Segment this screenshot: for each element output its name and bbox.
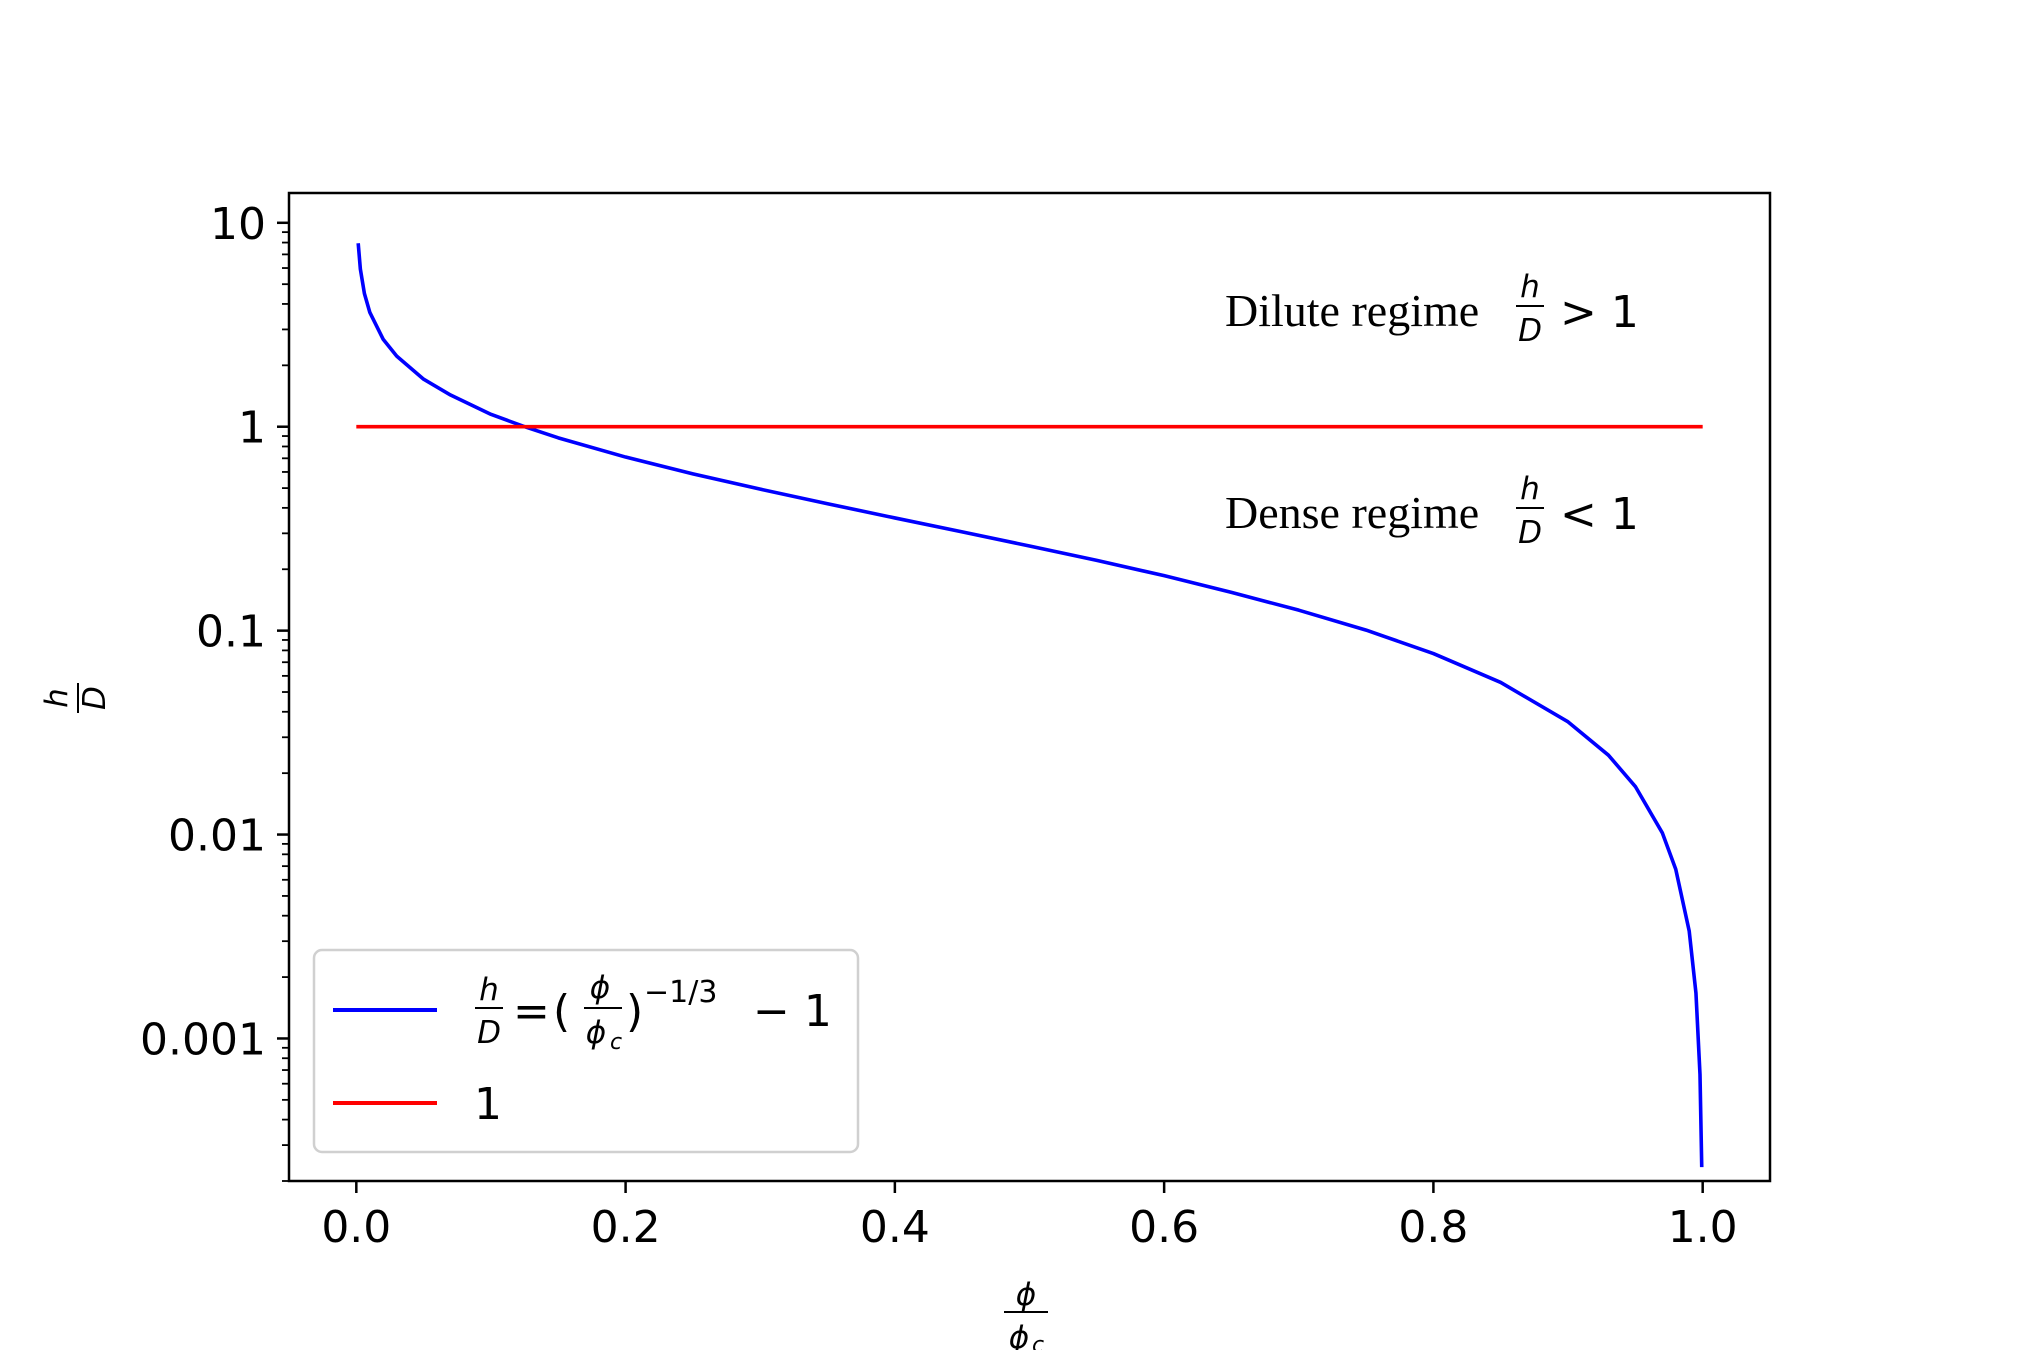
x-label-den-sub: c xyxy=(1032,1333,1044,1350)
y-minor-ticks xyxy=(282,231,289,1182)
legend-label-red: 1 xyxy=(474,1079,502,1130)
x-axis-label: ϕ ϕ c xyxy=(1004,1277,1048,1350)
legend-frac-den: D xyxy=(477,1015,501,1051)
y-tick-label: 0.1 xyxy=(196,607,266,658)
x-tick-label: 0.8 xyxy=(1398,1202,1468,1253)
legend-entry-blue: h D = ( ϕ ϕ c ) −1/3 − 1 xyxy=(475,970,832,1055)
legend-box xyxy=(312,948,860,1154)
x-tick-label: 0.4 xyxy=(860,1202,930,1253)
annotation-dilute-text: Dilute regime xyxy=(1225,285,1479,336)
legend-inner-num: ϕ xyxy=(590,970,610,1006)
legend-tail: − 1 xyxy=(753,986,832,1037)
y-label-num: h xyxy=(39,688,75,708)
annotation-dense-frac-num: h xyxy=(1520,471,1540,507)
x-axis-ticks: 0.0 0.2 0.4 0.6 0.8 1.0 xyxy=(321,1181,1738,1253)
y-axis-ticks: 0.001 0.01 0.1 1 10 xyxy=(140,199,289,1065)
legend: h D = ( ϕ ϕ c ) −1/3 − 1 1 xyxy=(312,948,860,1154)
annotation-dilute-frac-num: h xyxy=(1520,269,1540,305)
annotation-dense-rel: < 1 xyxy=(1560,489,1639,540)
legend-inner-den: ϕ xyxy=(586,1015,606,1051)
x-tick-label: 0.6 xyxy=(1129,1202,1199,1253)
legend-frac-num: h xyxy=(479,972,499,1008)
legend-lparen: ( xyxy=(553,986,570,1037)
y-tick-label: 10 xyxy=(210,199,266,250)
y-label-den: D xyxy=(77,686,113,710)
x-tick-label: 1.0 xyxy=(1668,1202,1738,1253)
annotation-dense-text: Dense regime xyxy=(1225,487,1479,538)
legend-rparen: ) xyxy=(626,986,643,1037)
y-axis-label: h D xyxy=(39,683,113,713)
x-tick-label: 0.0 xyxy=(321,1202,391,1253)
x-tick-label: 0.2 xyxy=(591,1202,661,1253)
y-tick-label: 1 xyxy=(238,403,266,454)
legend-exponent: −1/3 xyxy=(644,975,717,1010)
annotation-dilute-rel: > 1 xyxy=(1560,287,1639,338)
annotation-dense: Dense regime h D < 1 xyxy=(1225,471,1639,551)
legend-inner-sub: c xyxy=(610,1030,622,1055)
annotation-dilute: Dilute regime h D > 1 xyxy=(1225,269,1639,349)
y-tick-label: 0.01 xyxy=(168,811,266,862)
x-label-num: ϕ xyxy=(1016,1277,1036,1313)
series-line-blue xyxy=(356,243,1704,1168)
annotation-dilute-frac-den: D xyxy=(1518,313,1542,349)
y-tick-label: 0.001 xyxy=(140,1014,266,1065)
x-label-den: ϕ xyxy=(1009,1320,1029,1350)
annotation-dense-frac-den: D xyxy=(1518,515,1542,551)
legend-eq: = xyxy=(513,986,550,1037)
